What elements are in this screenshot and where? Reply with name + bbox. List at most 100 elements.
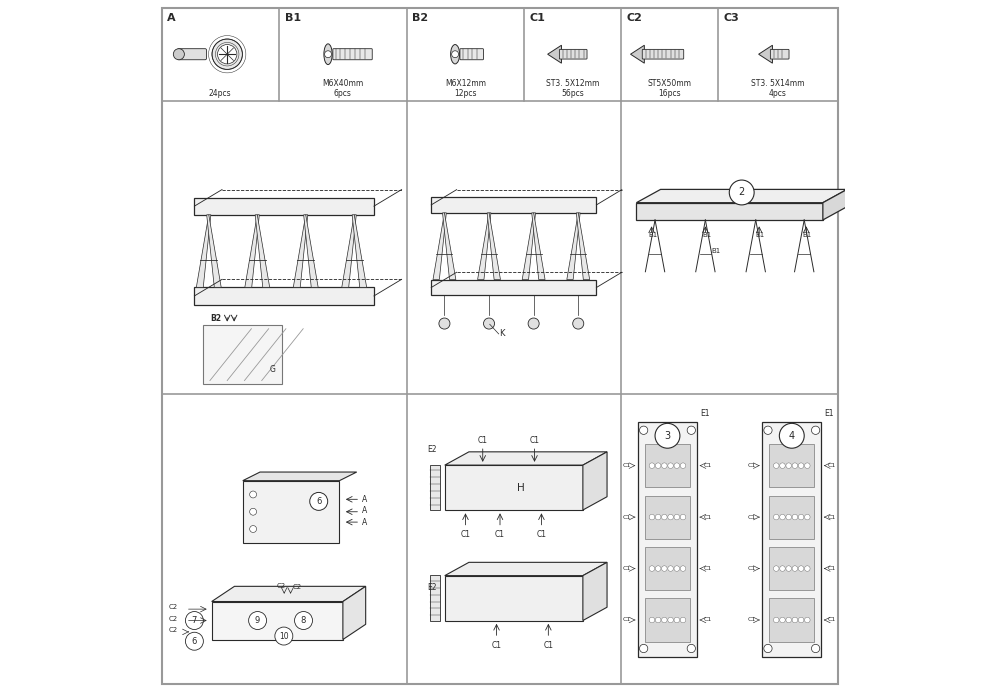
- Circle shape: [779, 424, 804, 448]
- Text: K: K: [499, 329, 505, 338]
- Circle shape: [680, 566, 686, 572]
- Circle shape: [173, 48, 184, 60]
- Circle shape: [786, 617, 791, 623]
- Text: H: H: [517, 482, 525, 493]
- Polygon shape: [255, 215, 270, 287]
- Polygon shape: [445, 563, 607, 576]
- Circle shape: [805, 514, 810, 520]
- Text: B1: B1: [648, 232, 657, 237]
- Circle shape: [764, 426, 772, 435]
- Text: C2: C2: [169, 604, 178, 610]
- Text: C1: C1: [623, 463, 631, 468]
- Bar: [430, 465, 440, 511]
- Circle shape: [780, 514, 785, 520]
- Circle shape: [811, 644, 820, 653]
- Polygon shape: [487, 213, 500, 280]
- Text: E2: E2: [427, 445, 436, 454]
- Ellipse shape: [324, 44, 332, 64]
- Circle shape: [649, 463, 655, 468]
- Circle shape: [573, 318, 584, 329]
- Circle shape: [185, 632, 203, 650]
- Text: C3: C3: [723, 13, 739, 23]
- Circle shape: [792, 566, 798, 572]
- Bar: [636, 203, 823, 220]
- Circle shape: [680, 617, 686, 623]
- FancyBboxPatch shape: [559, 49, 587, 59]
- Text: E2: E2: [427, 583, 436, 592]
- Text: 2: 2: [739, 188, 745, 197]
- Polygon shape: [548, 45, 561, 63]
- Polygon shape: [823, 190, 847, 220]
- Text: 6: 6: [192, 637, 197, 646]
- Circle shape: [798, 514, 804, 520]
- Polygon shape: [532, 213, 545, 280]
- Circle shape: [674, 463, 680, 468]
- Circle shape: [792, 514, 798, 520]
- Text: 6pcs: 6pcs: [334, 89, 352, 98]
- Polygon shape: [631, 45, 644, 63]
- Bar: [645, 495, 690, 538]
- Polygon shape: [245, 215, 259, 287]
- Circle shape: [680, 463, 686, 468]
- Text: C1: C1: [623, 566, 631, 571]
- Polygon shape: [352, 215, 367, 287]
- Text: 4pcs: 4pcs: [769, 89, 787, 98]
- Circle shape: [780, 617, 785, 623]
- Text: C1: C1: [828, 566, 836, 571]
- Circle shape: [640, 426, 648, 435]
- Text: C1: C1: [704, 617, 712, 623]
- Text: C1: C1: [623, 617, 631, 623]
- Polygon shape: [443, 213, 456, 280]
- Circle shape: [805, 463, 810, 468]
- Polygon shape: [243, 472, 357, 481]
- Circle shape: [792, 463, 798, 468]
- FancyBboxPatch shape: [431, 197, 596, 213]
- Text: M6X12mm: M6X12mm: [445, 80, 486, 89]
- Circle shape: [674, 566, 680, 572]
- Text: 3: 3: [664, 431, 671, 441]
- Polygon shape: [433, 213, 446, 280]
- Text: 56pcs: 56pcs: [561, 89, 584, 98]
- Text: C1: C1: [704, 463, 712, 468]
- Bar: [769, 444, 814, 487]
- Circle shape: [780, 566, 785, 572]
- Bar: [769, 495, 814, 538]
- Text: C1: C1: [828, 463, 836, 468]
- Text: C1: C1: [623, 515, 631, 520]
- Text: C1: C1: [460, 530, 470, 539]
- Polygon shape: [445, 452, 607, 465]
- Text: C1: C1: [543, 641, 553, 650]
- Circle shape: [798, 566, 804, 572]
- Polygon shape: [522, 213, 536, 280]
- Text: B1: B1: [702, 232, 711, 237]
- Polygon shape: [243, 481, 339, 543]
- Circle shape: [805, 617, 810, 623]
- Circle shape: [212, 39, 242, 69]
- Circle shape: [655, 566, 661, 572]
- Polygon shape: [583, 452, 607, 510]
- Text: M6X40mm: M6X40mm: [322, 80, 364, 89]
- Circle shape: [764, 644, 772, 653]
- Circle shape: [805, 566, 810, 572]
- Text: B2: B2: [210, 314, 221, 323]
- Text: ST5X50mm: ST5X50mm: [647, 80, 691, 89]
- FancyBboxPatch shape: [431, 280, 596, 295]
- Text: C2: C2: [626, 13, 642, 23]
- Text: C1: C1: [747, 463, 755, 468]
- Text: C2: C2: [169, 627, 178, 633]
- Circle shape: [798, 463, 804, 468]
- Circle shape: [668, 514, 673, 520]
- Text: 8: 8: [301, 616, 306, 625]
- Circle shape: [662, 463, 667, 468]
- Polygon shape: [636, 190, 847, 203]
- Circle shape: [439, 318, 450, 329]
- Text: C1: C1: [536, 530, 546, 539]
- Polygon shape: [478, 213, 491, 280]
- Polygon shape: [576, 213, 590, 280]
- Text: B1: B1: [285, 13, 301, 23]
- Bar: [203, 325, 282, 384]
- Bar: [645, 599, 690, 641]
- Circle shape: [655, 424, 680, 448]
- Text: 16pcs: 16pcs: [658, 89, 681, 98]
- Text: A: A: [362, 495, 367, 504]
